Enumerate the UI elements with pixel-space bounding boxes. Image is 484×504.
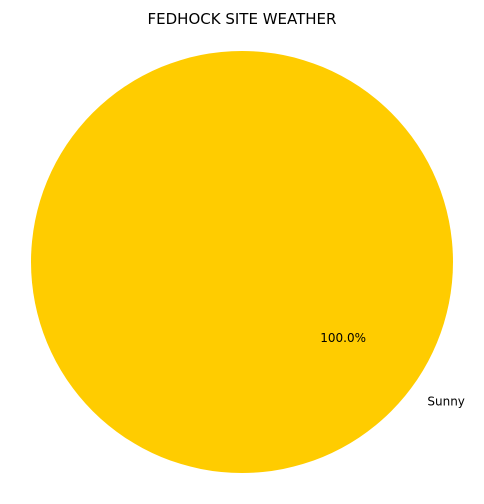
chart-title: FEDHOCK SITE WEATHER bbox=[148, 10, 337, 28]
pie-labels: Sunny 100.0% bbox=[320, 331, 465, 408]
slice-percent-label: 100.0% bbox=[320, 331, 366, 345]
pie-slices bbox=[31, 51, 453, 473]
pie-slice-sunny bbox=[31, 51, 453, 473]
slice-label-sunny: Sunny bbox=[427, 395, 465, 409]
